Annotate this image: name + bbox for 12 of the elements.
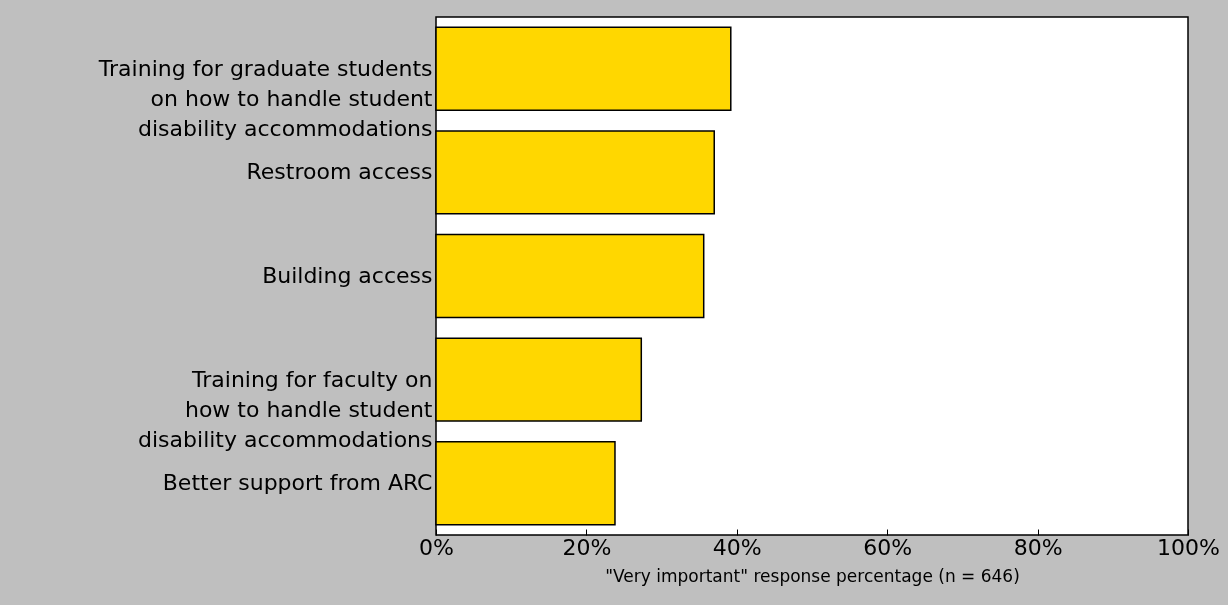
x-axis-title: "Very important" response percentage (n = 646) [605,565,1020,586]
y-tick-label: Restroom access [246,159,433,185]
y-tick-label: Building access [262,263,433,288]
x-tick-label: 20% [562,534,612,560]
y-tick-label: Training for faculty on how to handle student disability accommodations [138,366,433,452]
y-tick-label: Training for graduate students on how to handle student disability accommodations [97,55,433,141]
x-tick-label: 80% [1013,534,1063,560]
x-tick-label: 0% [419,534,454,560]
x-tick-label: 40% [712,534,762,560]
x-tick-label: 100% [1157,534,1220,560]
x-tick-label: 60% [863,534,913,560]
y-tick-label: Better support from ARC [162,470,433,496]
